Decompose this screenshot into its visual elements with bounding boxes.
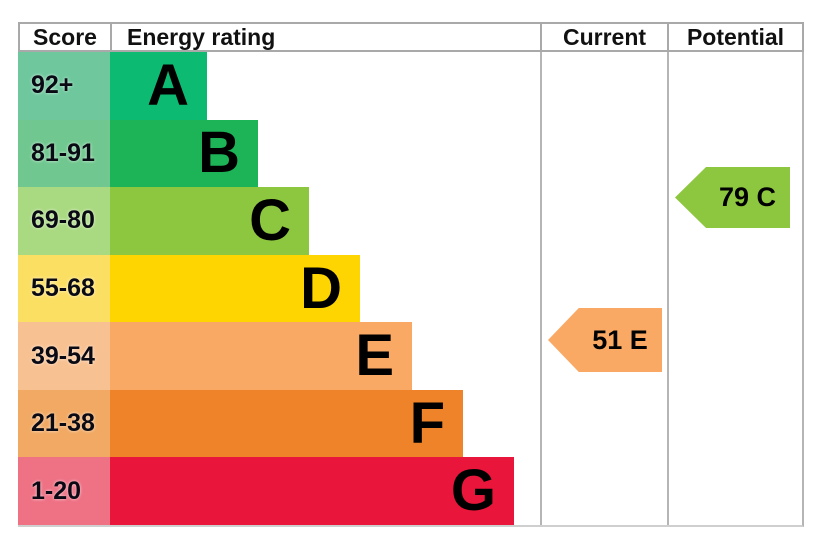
header-potential: Potential — [667, 22, 804, 52]
rating-letter: C — [249, 187, 291, 253]
energy-rating-table: Score Energy rating Current Potential 92… — [18, 22, 804, 527]
score-range-cell: 92+ — [18, 52, 110, 120]
column-divider-potential — [667, 52, 669, 525]
current-rating-arrow: 51 E — [548, 308, 662, 372]
score-range-cell: 39-54 — [18, 322, 110, 390]
current-rating-label: 51 E — [592, 324, 648, 355]
rating-letter: G — [450, 458, 496, 524]
score-range-cell: 1-20 — [18, 457, 110, 526]
rating-row: 1-20 G — [18, 457, 540, 526]
rating-row: 69-80 C — [18, 187, 540, 255]
score-range-cell: 55-68 — [18, 254, 110, 323]
table-body: 92+ A 81-91 B 69-80 C 55-68 D 39-54 E 21… — [18, 52, 804, 527]
score-range-cell: 69-80 — [18, 187, 110, 255]
potential-rating-arrow: 79 C — [675, 167, 790, 228]
rating-bar: E — [110, 322, 412, 390]
rating-letter: E — [355, 323, 394, 389]
rating-bar: A — [110, 52, 207, 120]
rating-row: 39-54 E — [18, 322, 540, 390]
score-range-cell: 21-38 — [18, 389, 110, 458]
rating-rows: 92+ A 81-91 B 69-80 C 55-68 D 39-54 E 21… — [18, 52, 540, 526]
header-current: Current — [540, 22, 667, 52]
rating-bar: C — [110, 187, 309, 255]
header-energy-rating: Energy rating — [110, 22, 540, 52]
column-divider-current — [540, 52, 542, 525]
rating-row: 92+ A — [18, 52, 540, 120]
rating-bar: G — [110, 457, 514, 526]
rating-letter: B — [198, 120, 240, 186]
score-range-cell: 81-91 — [18, 119, 110, 188]
table-header: Score Energy rating Current Potential — [18, 22, 804, 52]
header-score: Score — [18, 22, 110, 52]
rating-letter: D — [300, 255, 342, 321]
rating-bar: D — [110, 254, 360, 323]
rating-bar: F — [110, 389, 463, 458]
rating-row: 81-91 B — [18, 119, 540, 188]
rating-letter: F — [409, 390, 445, 456]
rating-letter: A — [147, 52, 189, 118]
potential-rating-label: 79 C — [718, 182, 777, 212]
rating-bar: B — [110, 119, 258, 188]
rating-row: 55-68 D — [18, 254, 540, 323]
rating-row: 21-38 F — [18, 389, 540, 458]
